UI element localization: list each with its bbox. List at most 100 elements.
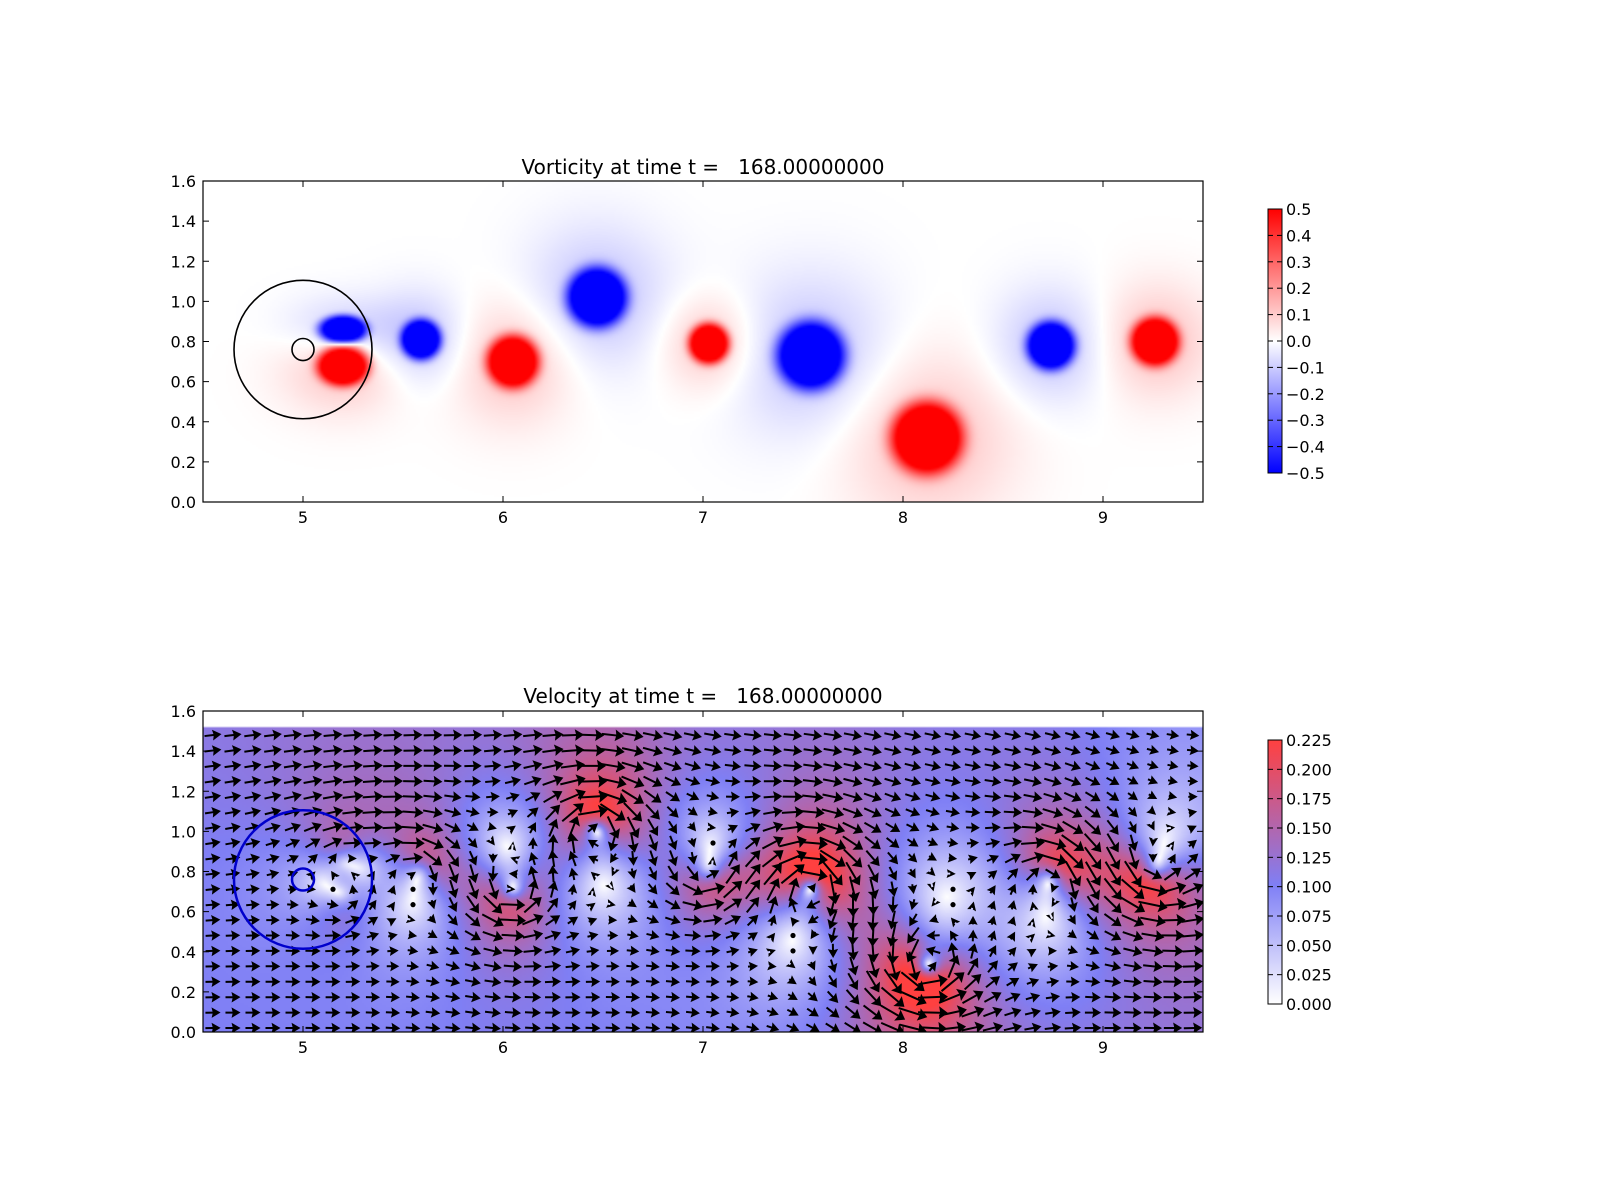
velocity-quiver-arrow (843, 776, 863, 787)
velocity-quiver-arrow (427, 865, 439, 883)
velocity-quiver-arrow (1063, 806, 1083, 819)
velocity-colorbar-tick-label: 0.200 (1286, 760, 1332, 779)
velocity-quiver-arrow (1166, 729, 1180, 740)
velocity-quiver-arrow (625, 991, 641, 1003)
velocity-quiver-arrow (947, 954, 960, 979)
velocity-quiver-arrow (642, 760, 663, 772)
velocity-quiver-arrow (547, 834, 559, 852)
velocity-quiver-arrow (822, 861, 843, 886)
velocity-quiver-arrow (426, 976, 440, 987)
velocity-quiver-arrow (484, 760, 502, 772)
velocity-quiver-arrow (225, 976, 241, 987)
velocity-quiver-dot (950, 886, 956, 892)
velocity-quiver-arrow (924, 729, 942, 741)
velocity-quiver-arrow (524, 991, 542, 1003)
velocity-quiver-arrow (266, 854, 280, 864)
velocity-quiver-arrow (622, 729, 644, 742)
velocity-quiver-arrow (1124, 991, 1142, 1003)
velocity-quiver-arrow (1045, 1007, 1061, 1019)
velocity-quiver-arrow (845, 861, 861, 886)
velocity-quiver-arrow (444, 806, 462, 818)
velocity-quiver-arrow (426, 960, 440, 971)
velocity-colorbar-tick-label: 0.000 (1286, 995, 1332, 1014)
velocity-quiver-arrow (345, 976, 361, 987)
velocity-quiver-arrow (443, 729, 463, 741)
velocity-quiver-arrow (1043, 776, 1062, 787)
velocity-quiver-arrow (786, 975, 797, 985)
velocity-quiver-arrow (746, 914, 759, 927)
velocity-quiver-arrow (324, 930, 342, 941)
velocity-quiver-arrow (565, 946, 581, 957)
velocity-quiver-arrow (345, 991, 361, 1003)
velocity-quiver-arrow (610, 852, 620, 864)
velocity-quiver-arrow (427, 945, 439, 955)
velocity-quiver-arrow (1085, 976, 1101, 987)
velocity-quiver-arrow (1163, 1022, 1183, 1032)
velocity-quiver-arrow (246, 884, 260, 895)
velocity-quiver-arrow (1085, 776, 1101, 786)
velocity-quiver-arrow (1165, 824, 1176, 833)
velocity-quiver-arrow (322, 821, 344, 833)
velocity-quiver-arrow (863, 821, 882, 833)
velocity-quiver-arrow (685, 961, 701, 972)
velocity-quiver-arrow (306, 884, 317, 894)
velocity-quiver-arrow (323, 760, 343, 772)
velocity-quiver-arrow (984, 760, 1002, 772)
velocity-quiver-arrow (224, 791, 242, 803)
velocity-quiver-arrow (825, 1006, 840, 1018)
velocity-quiver-arrow (887, 910, 899, 930)
velocity-quiver-arrow (1003, 822, 1023, 834)
velocity-title: Velocity at time t = 168.00000000 (523, 684, 882, 708)
velocity-quiver-arrow (1106, 775, 1120, 786)
velocity-colorbar-tick-label: 0.225 (1286, 731, 1332, 750)
velocity-quiver-arrow (543, 790, 563, 804)
velocity-quiver-arrow (523, 775, 542, 787)
velocity-quiver-arrow (464, 945, 482, 956)
velocity-quiver-arrow (363, 729, 383, 741)
velocity-quiver-arrow (225, 945, 241, 957)
velocity-quiver-arrow (761, 836, 784, 850)
velocity-quiver-arrow (307, 853, 318, 864)
velocity-quiver-arrow (646, 945, 660, 956)
velocity-quiver-arrow (1183, 1022, 1203, 1032)
velocity-quiver-arrow (667, 835, 678, 851)
velocity-quiver-arrow (963, 973, 982, 991)
velocity-colorbar-tick-label: 0.025 (1286, 966, 1332, 985)
velocity-quiver-arrow (1160, 913, 1186, 927)
velocity-quiver-arrow (504, 776, 521, 787)
velocity-quiver-arrow (1027, 963, 1038, 973)
velocity-quiver-arrow (303, 775, 323, 787)
velocity-quiver-arrow (987, 945, 997, 958)
velocity-quiver-arrow (665, 1007, 681, 1018)
velocity-quiver-arrow (842, 807, 864, 819)
velocity-quiver-arrow (747, 976, 759, 987)
velocity-quiver-arrow (1025, 992, 1041, 1003)
velocity-quiver-arrow (305, 838, 321, 849)
velocity-quiver-arrow (283, 745, 303, 756)
velocity-quiver-arrow (225, 884, 241, 895)
velocity-quiver-arrow (421, 837, 444, 850)
velocity-quiver-arrow (1066, 929, 1077, 939)
velocity-quiver-arrow (1085, 991, 1101, 1003)
velocity-quiver-arrow (283, 791, 302, 803)
velocity-quiver-arrow (508, 869, 519, 879)
velocity-quiver-arrow (1024, 1007, 1041, 1019)
velocity-x-tick-label: 6 (498, 1038, 508, 1057)
velocity-quiver-arrow (706, 961, 720, 972)
velocity-y-tick-label: 0.8 (171, 863, 196, 882)
velocity-quiver-arrow (665, 930, 681, 941)
velocity-quiver-arrow (578, 804, 608, 818)
velocity-quiver-arrow (565, 1022, 581, 1032)
velocity-quiver-arrow (645, 1022, 661, 1032)
velocity-quiver-arrow (1167, 791, 1178, 801)
velocity-quiver-arrow (523, 945, 543, 957)
velocity-quiver-arrow (245, 822, 261, 834)
velocity-quiver-arrow (646, 960, 660, 972)
velocity-quiver-arrow (846, 892, 860, 917)
velocity-quiver-arrow (727, 838, 737, 849)
velocity-quiver-arrow (363, 760, 383, 772)
velocity-quiver-arrow (685, 1022, 701, 1032)
velocity-quiver-arrow (778, 835, 807, 848)
velocity-quiver-arrow (204, 791, 222, 803)
velocity-quiver-arrow (264, 729, 282, 741)
